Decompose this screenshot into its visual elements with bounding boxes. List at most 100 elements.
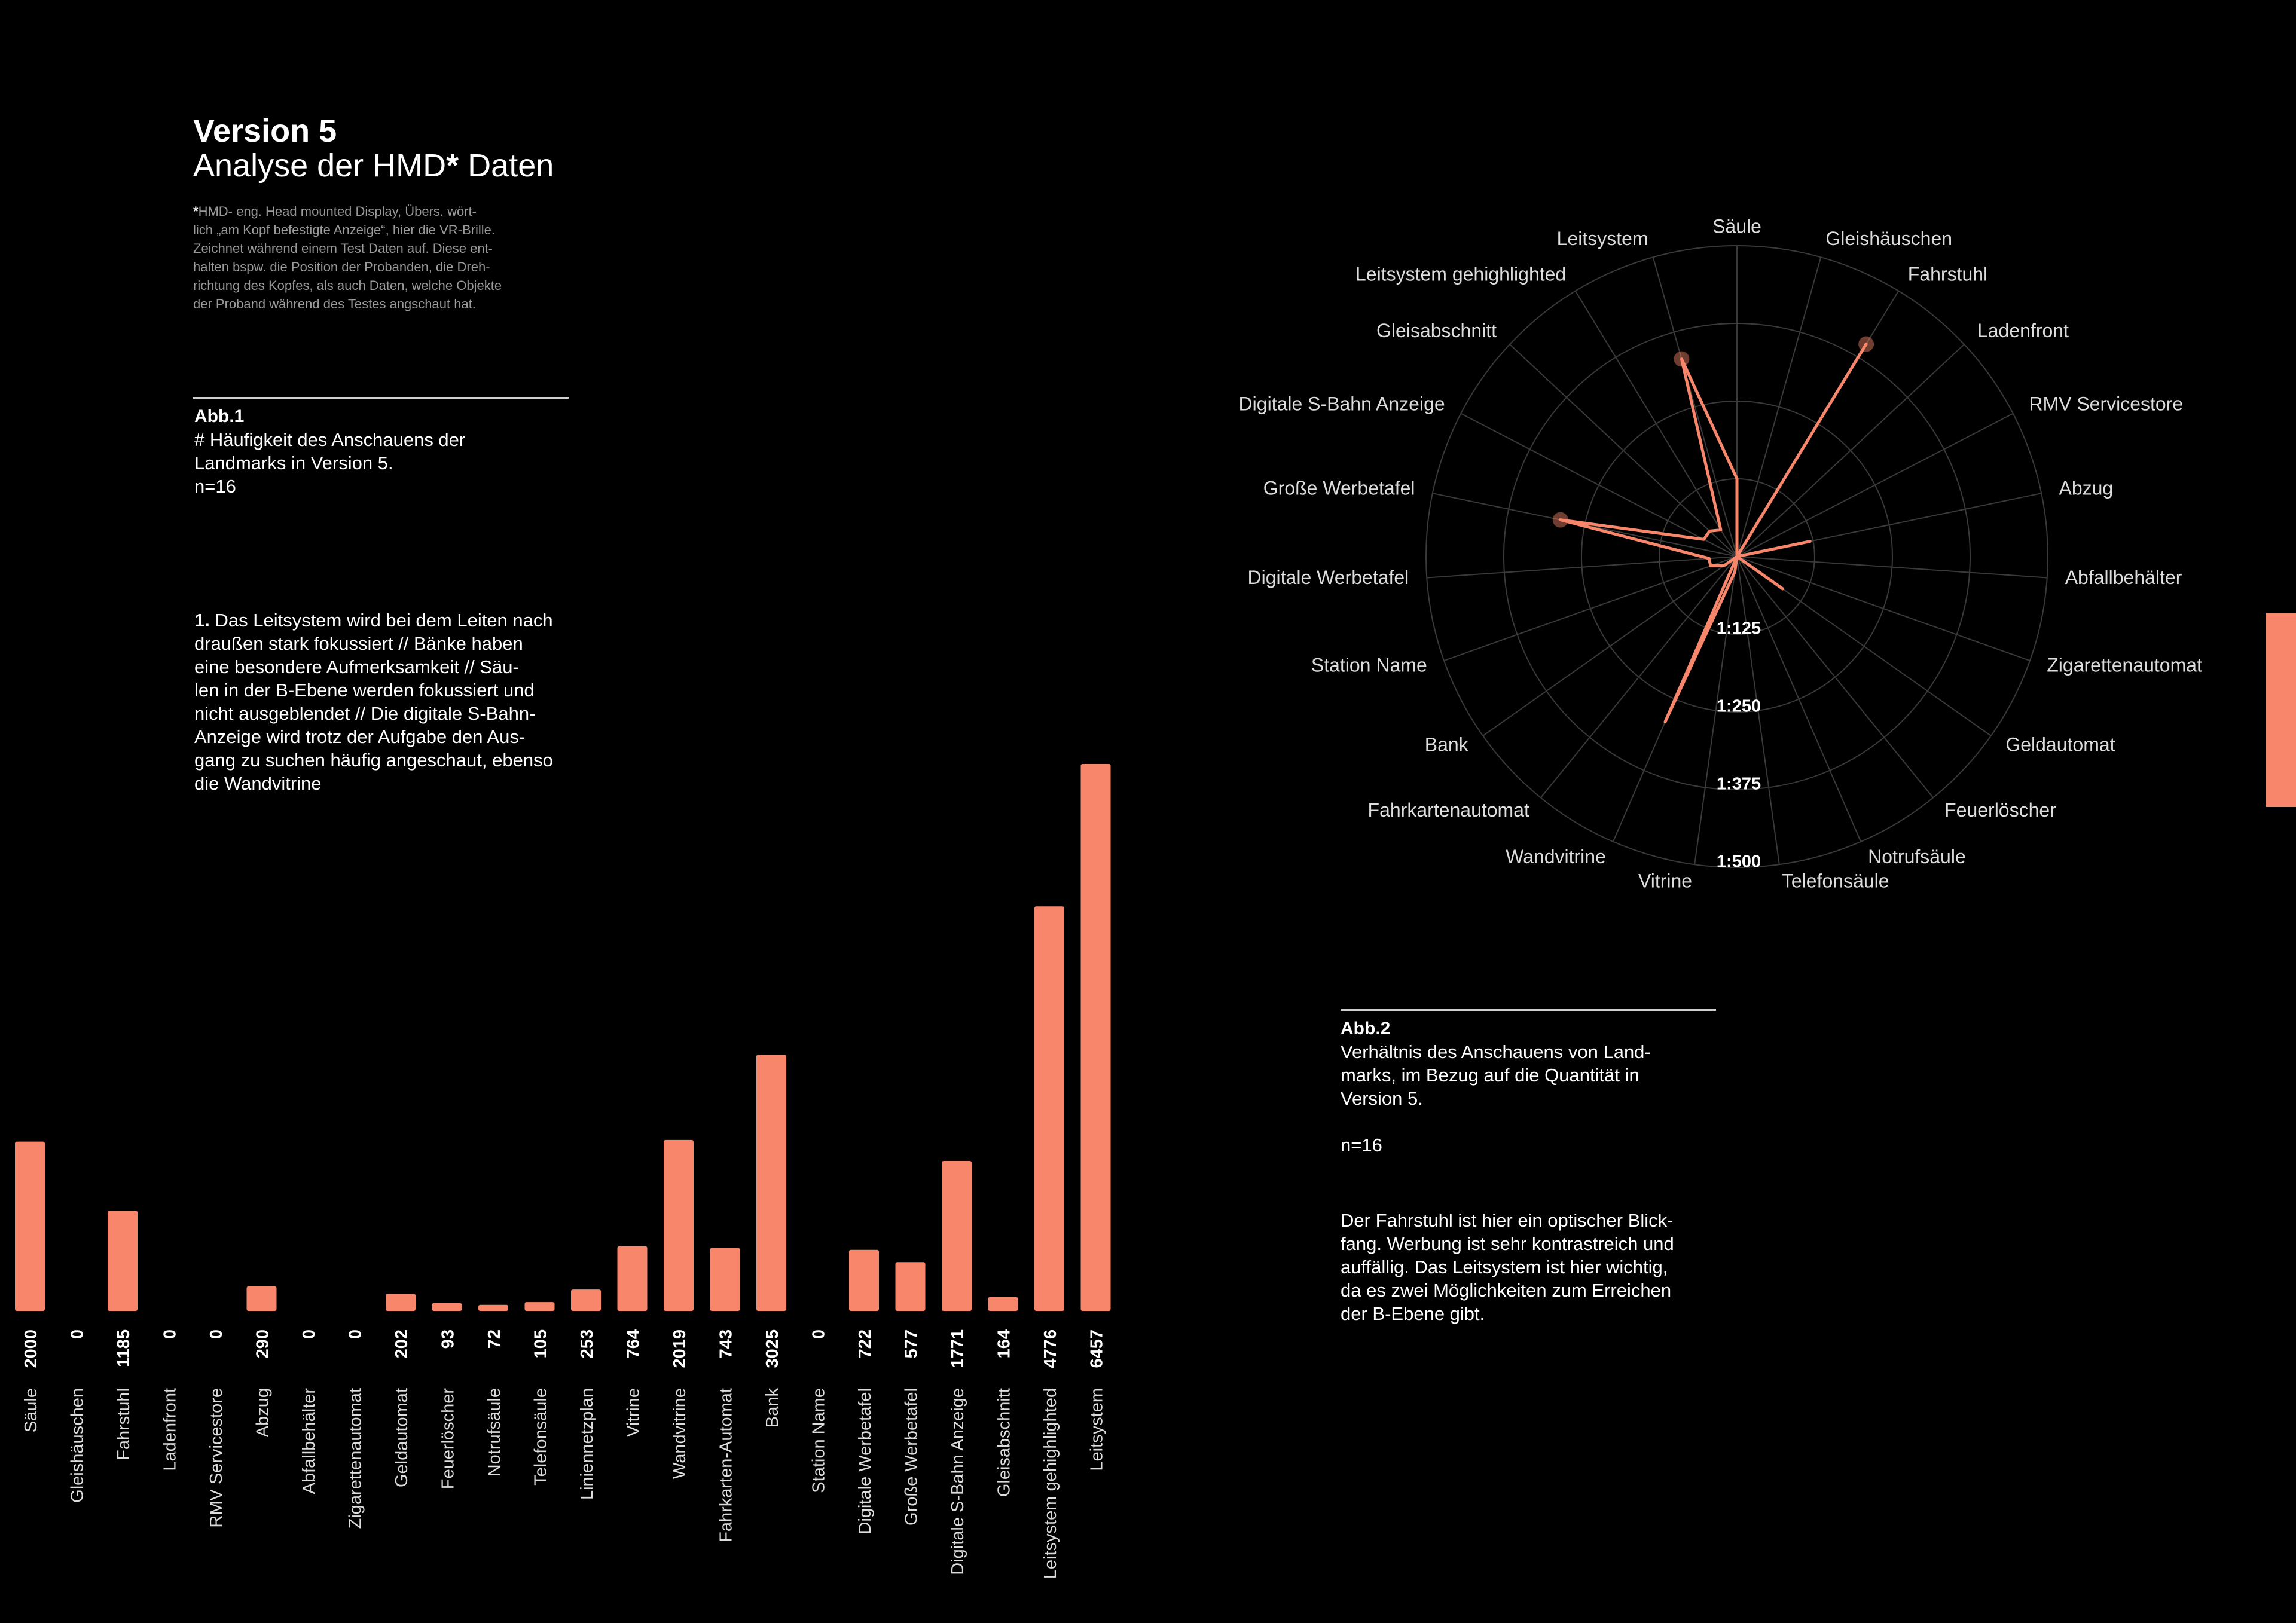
- bar-category-label: Leitsystem gehighlighted: [1041, 1388, 1060, 1579]
- note-number: 1.: [194, 610, 210, 631]
- figure-2-sample-size: n=16: [1341, 1135, 1382, 1156]
- bar-category-label: Wandvitrine: [670, 1388, 689, 1479]
- bar: [1034, 906, 1064, 1311]
- radar-axis-label: Abfallbehälter: [2065, 567, 2182, 588]
- radar-spoke: [1652, 257, 1738, 557]
- bar-value-label: 164: [995, 1329, 1014, 1358]
- radar-spoke: [1736, 556, 1862, 842]
- radar-highlight-point: [1674, 351, 1690, 367]
- radar-axis-label: Vitrine: [1638, 870, 1692, 891]
- bar-category-label: Zigarettenautomat: [346, 1388, 365, 1529]
- bar-value-label: 0: [207, 1329, 226, 1339]
- bar-value-label: 253: [578, 1329, 597, 1358]
- radar-axis-label: Digitale S-Bahn Anzeige: [1239, 393, 1445, 414]
- radar-axis-label: Geldautomat: [2005, 734, 2115, 756]
- bar-value-label: 290: [254, 1329, 273, 1358]
- radar-spoke: [1540, 556, 1738, 799]
- bar-category-label: Fahrstuhl: [114, 1388, 133, 1460]
- bar-category-label: Fahrkarten-Automat: [717, 1388, 736, 1542]
- bar: [617, 1246, 648, 1311]
- bar-category-label: Feuerlöscher: [439, 1388, 458, 1490]
- radar-axis-label: Bank: [1425, 734, 1469, 756]
- bar-category-label: Station Name: [810, 1388, 829, 1493]
- bar-value-label: 722: [856, 1329, 875, 1358]
- bar-value-label: 72: [485, 1329, 504, 1349]
- bar: [942, 1161, 972, 1311]
- radar-axis-label: Fahrstuhl: [1908, 264, 1987, 285]
- side-tab[interactable]: [2266, 613, 2296, 807]
- radar-axis-label: RMV Servicestore: [2029, 393, 2183, 414]
- page-subtitle: Analyse der HMD* Daten: [193, 147, 554, 184]
- bar: [108, 1211, 138, 1311]
- bar-value-label: 4776: [1041, 1329, 1060, 1368]
- bar-value-label: 0: [300, 1329, 319, 1339]
- radar-spoke: [1736, 556, 2047, 579]
- bar-category-label: Digitale S-Bahn Anzeige: [948, 1388, 967, 1575]
- radar-spoke: [1736, 412, 2014, 557]
- bar-value-label: 6457: [1088, 1329, 1107, 1368]
- radar-axis-label: Leitsystem: [1557, 228, 1648, 249]
- radar-highlight-point: [1858, 336, 1874, 352]
- bar-category-label: Säule: [22, 1388, 41, 1432]
- footnote-asterisk: *: [193, 204, 199, 219]
- bar-category-label: Digitale Werbetafel: [856, 1388, 875, 1534]
- figure-2-heading: Abb.2: [1341, 1019, 1391, 1038]
- bar-value-label: 764: [624, 1329, 643, 1358]
- radar-spoke: [1509, 344, 1738, 557]
- radar-spoke: [1427, 556, 1738, 579]
- page-title: Version 5: [193, 113, 337, 149]
- bar: [756, 1055, 786, 1311]
- bar: [15, 1141, 45, 1311]
- bar-category-label: Geldautomat: [392, 1388, 411, 1487]
- radar-axis-label: Telefonsäule: [1782, 870, 1889, 891]
- caption-divider: [193, 397, 569, 399]
- caption-divider: [1341, 1009, 1716, 1011]
- bar-value-label: 0: [161, 1329, 180, 1339]
- radar-axis-label: Abzug: [2059, 478, 2113, 499]
- radar-ring-label: 1:375: [1717, 775, 1761, 794]
- radar-axis-label: Säule: [1712, 215, 1761, 237]
- bar-value-label: 577: [902, 1329, 921, 1358]
- radar-spoke: [1694, 556, 1738, 865]
- bar-value-label: 93: [439, 1329, 458, 1349]
- figure-1-caption: # Häufigkeit des Anschauens der Landmark…: [194, 429, 466, 497]
- radar-series: [1559, 343, 1868, 724]
- bar: [710, 1248, 740, 1311]
- bar: [1080, 764, 1111, 1311]
- bar-category-label: Notrufsäule: [485, 1388, 504, 1477]
- bar-category-label: Vitrine: [624, 1388, 643, 1437]
- bar-category-label: Bank: [763, 1388, 782, 1428]
- bar: [386, 1294, 416, 1311]
- bar-category-label: Abzug: [254, 1388, 273, 1437]
- footnote-text: HMD- eng. Head mounted Display, Übers. w…: [193, 204, 502, 311]
- subtitle-text: Analyse der HMD: [193, 148, 447, 184]
- bar: [524, 1302, 555, 1311]
- bar-value-label: 0: [346, 1329, 365, 1339]
- bar: [988, 1297, 1018, 1311]
- radar-axis-label: Leitsystem gehighlighted: [1355, 264, 1566, 285]
- radar-spoke: [1443, 556, 1738, 662]
- radar-ring-label: 1:500: [1717, 852, 1761, 872]
- bar: [432, 1303, 462, 1311]
- radar-spoke: [1736, 344, 1965, 557]
- radar-ring-label: 1:125: [1717, 619, 1761, 638]
- radar-axis-label: Fahrkartenautomat: [1368, 799, 1529, 821]
- bar-category-label: RMV Servicestore: [207, 1388, 226, 1528]
- footnote: *HMD- eng. Head mounted Display, Übers. …: [193, 202, 576, 313]
- bar-value-label: 1185: [114, 1329, 133, 1367]
- radar-axis-label: Notrufsäule: [1868, 846, 1966, 867]
- radar-ring-label: 1:250: [1717, 697, 1761, 716]
- subtitle-text-end: Daten: [459, 148, 554, 184]
- bar: [895, 1262, 926, 1311]
- bar-value-label: 1771: [948, 1329, 967, 1368]
- radar-axis-label: Wandvitrine: [1506, 846, 1606, 867]
- radar-spoke: [1574, 291, 1738, 557]
- figure-2-note: Der Fahrstuhl ist hier ein optischer Bli…: [1341, 1210, 1674, 1324]
- bar-category-label: Ladenfront: [161, 1388, 180, 1471]
- bar-value-label: 202: [392, 1329, 411, 1358]
- radar-axis-label: Zigarettenautomat: [2047, 655, 2202, 676]
- bar-value-label: 105: [532, 1329, 551, 1358]
- radar-spoke: [1736, 556, 1934, 799]
